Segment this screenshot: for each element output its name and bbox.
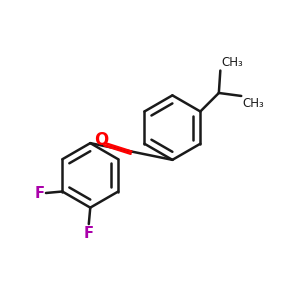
Text: F: F — [34, 185, 44, 200]
Text: F: F — [84, 226, 94, 242]
Text: CH₃: CH₃ — [243, 98, 265, 110]
Text: CH₃: CH₃ — [222, 56, 244, 69]
Text: O: O — [94, 130, 109, 148]
